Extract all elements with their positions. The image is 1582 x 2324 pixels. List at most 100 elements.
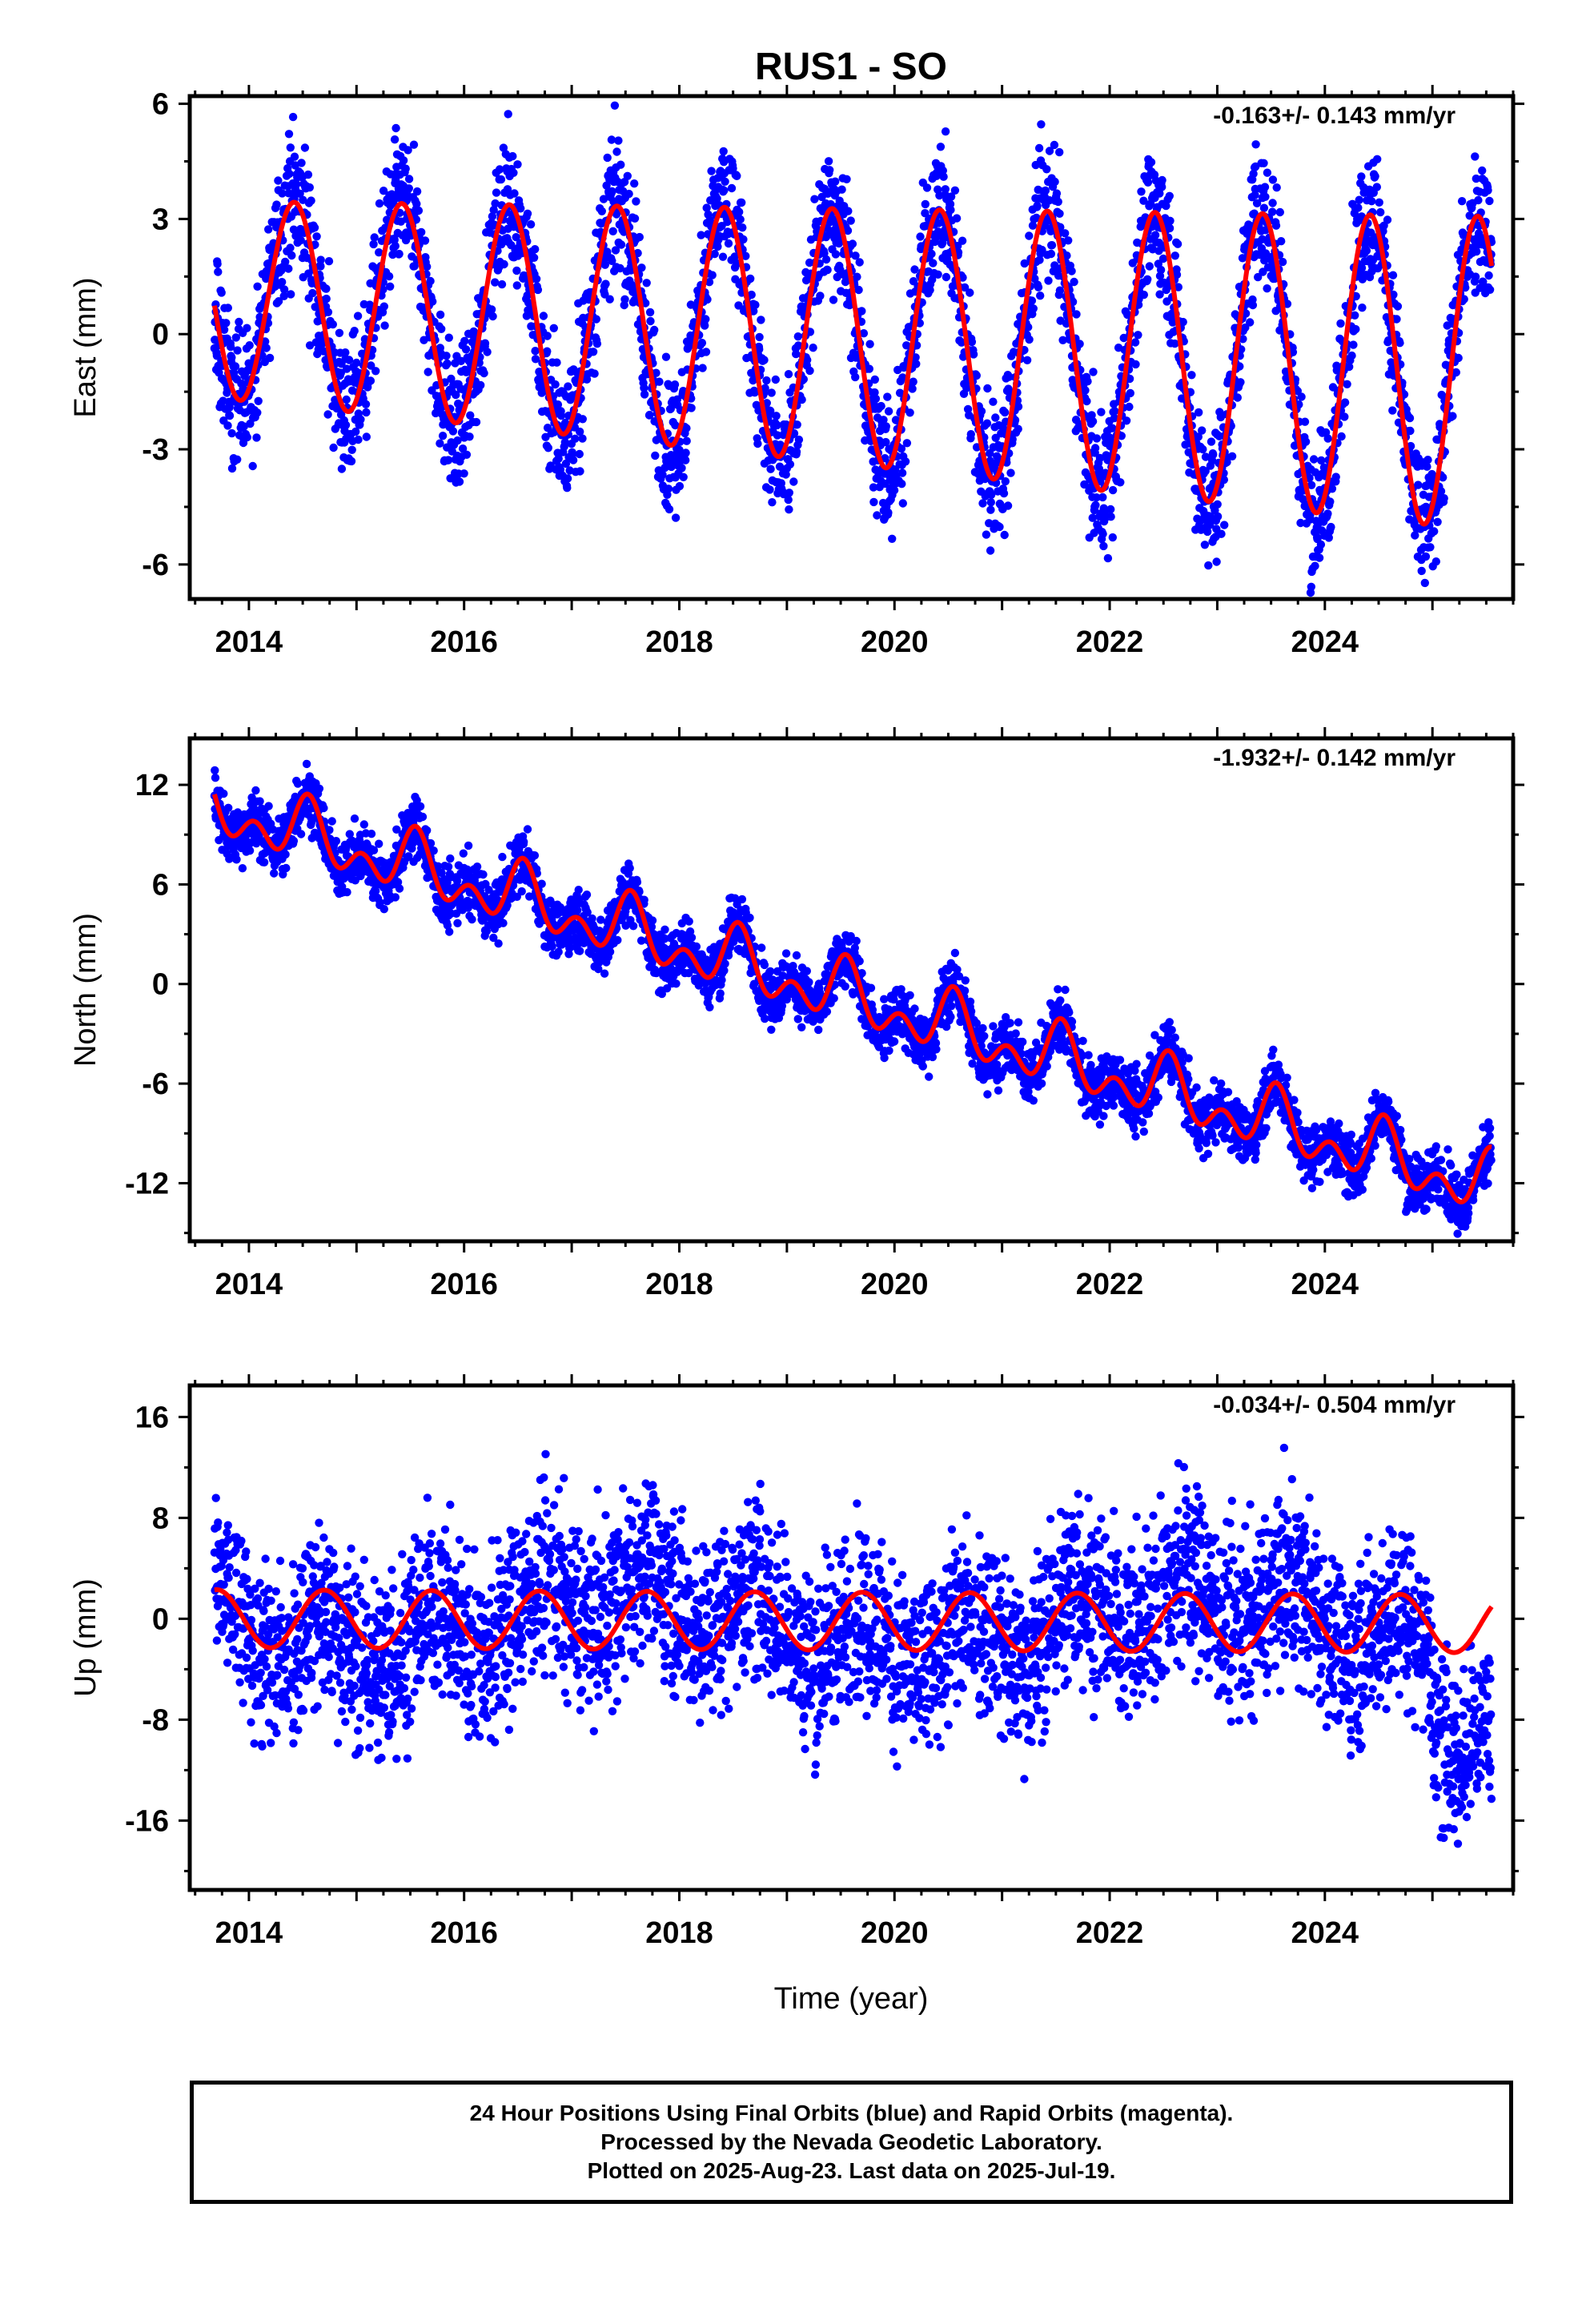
east-data-point <box>1414 480 1423 489</box>
east-data-point <box>1025 335 1034 344</box>
east-data-point <box>578 434 587 443</box>
east-data-point <box>640 384 648 392</box>
east-data-point <box>243 324 251 332</box>
east-data-point <box>390 135 400 144</box>
east-data-point <box>488 312 497 321</box>
east-data-point <box>797 395 806 404</box>
east-data-point <box>1331 472 1340 481</box>
north-data-point <box>251 786 260 795</box>
east-data-point <box>1200 541 1210 549</box>
east-data-point <box>755 345 764 354</box>
north-data-point <box>523 825 532 834</box>
east-data-point <box>816 292 825 300</box>
east-data-point <box>967 337 977 347</box>
east-data-point <box>645 410 654 420</box>
east-data-point <box>395 249 404 259</box>
east-data-point <box>921 221 930 231</box>
east-data-point <box>883 392 892 401</box>
east-data-point <box>938 166 948 175</box>
north-data-point <box>315 784 324 793</box>
east-data-point <box>1047 241 1057 250</box>
east-data-point <box>388 250 397 259</box>
north-data-point <box>289 836 299 846</box>
east-data-point <box>1083 377 1092 386</box>
east-data-point <box>1130 338 1140 347</box>
east-data-point <box>1316 540 1326 549</box>
east-data-point <box>652 368 661 377</box>
east-data-point <box>401 164 410 173</box>
east-data-point <box>616 160 625 169</box>
east-data-point <box>1034 143 1044 153</box>
east-data-point <box>902 439 912 448</box>
east-data-point <box>329 443 338 452</box>
east-data-point <box>829 296 838 304</box>
north-data-point <box>282 863 291 873</box>
east-data-point <box>624 189 633 199</box>
east-data-point <box>986 448 994 458</box>
north-data-point <box>498 852 507 862</box>
east-data-point <box>526 220 536 229</box>
east-data-point <box>442 352 451 360</box>
east-x-tick-label: 2022 <box>1076 625 1144 659</box>
east-data-point <box>986 546 995 555</box>
east-data-point <box>637 263 646 272</box>
east-data-point <box>549 324 558 332</box>
east-daily-positions <box>210 101 1496 597</box>
east-data-point <box>1343 380 1351 388</box>
east-data-point <box>226 342 235 352</box>
east-data-point <box>253 408 262 417</box>
east-data-point <box>438 432 448 440</box>
east-data-point <box>571 434 580 443</box>
east-data-point <box>361 400 371 408</box>
east-data-point <box>523 209 532 218</box>
east-data-point <box>590 369 599 378</box>
east-data-point <box>854 285 863 295</box>
east-data-point <box>476 380 485 390</box>
east-data-point <box>751 300 760 309</box>
east-data-point <box>789 477 798 486</box>
east-data-point <box>999 489 1009 498</box>
east-data-point <box>1263 168 1272 177</box>
east-data-point <box>952 214 962 223</box>
east-data-point <box>1217 529 1226 538</box>
east-data-point <box>707 167 716 175</box>
east-data-point <box>576 467 584 476</box>
east-data-point <box>977 407 986 416</box>
east-data-point <box>989 397 998 406</box>
north-data-point <box>255 797 264 806</box>
east-data-point <box>227 428 236 438</box>
north-data-point <box>325 826 334 834</box>
east-data-point <box>460 336 469 345</box>
east-data-point <box>516 204 525 213</box>
east-data-point <box>846 216 855 225</box>
east-data-point <box>480 339 490 348</box>
east-data-point <box>821 255 831 264</box>
north-data-point <box>554 947 563 956</box>
east-data-point <box>1072 310 1081 319</box>
east-data-point <box>727 183 737 193</box>
east-data-point <box>603 153 612 163</box>
east-data-point <box>809 344 817 352</box>
north-data-point <box>211 766 219 775</box>
east-data-point <box>453 436 462 445</box>
east-data-point <box>1372 183 1382 191</box>
east-data-point <box>1354 203 1363 212</box>
east-data-point <box>824 157 833 166</box>
east-data-point <box>607 135 616 144</box>
east-data-point <box>719 147 728 156</box>
east-data-point <box>1323 434 1332 443</box>
east-data-point <box>616 263 624 273</box>
east-data-point <box>495 165 504 174</box>
east-data-point <box>1272 183 1281 192</box>
east-data-point <box>713 242 722 251</box>
north-data-point <box>238 864 247 873</box>
east-data-point <box>1075 340 1084 348</box>
north-data-point <box>494 939 503 948</box>
east-data-point <box>851 372 860 382</box>
east-data-point <box>630 214 640 223</box>
east-x-tick-label: 2018 <box>645 625 713 659</box>
east-data-point <box>513 160 522 169</box>
east-data-point <box>1103 553 1113 563</box>
east-data-point <box>771 375 780 384</box>
east-data-point <box>350 327 359 336</box>
